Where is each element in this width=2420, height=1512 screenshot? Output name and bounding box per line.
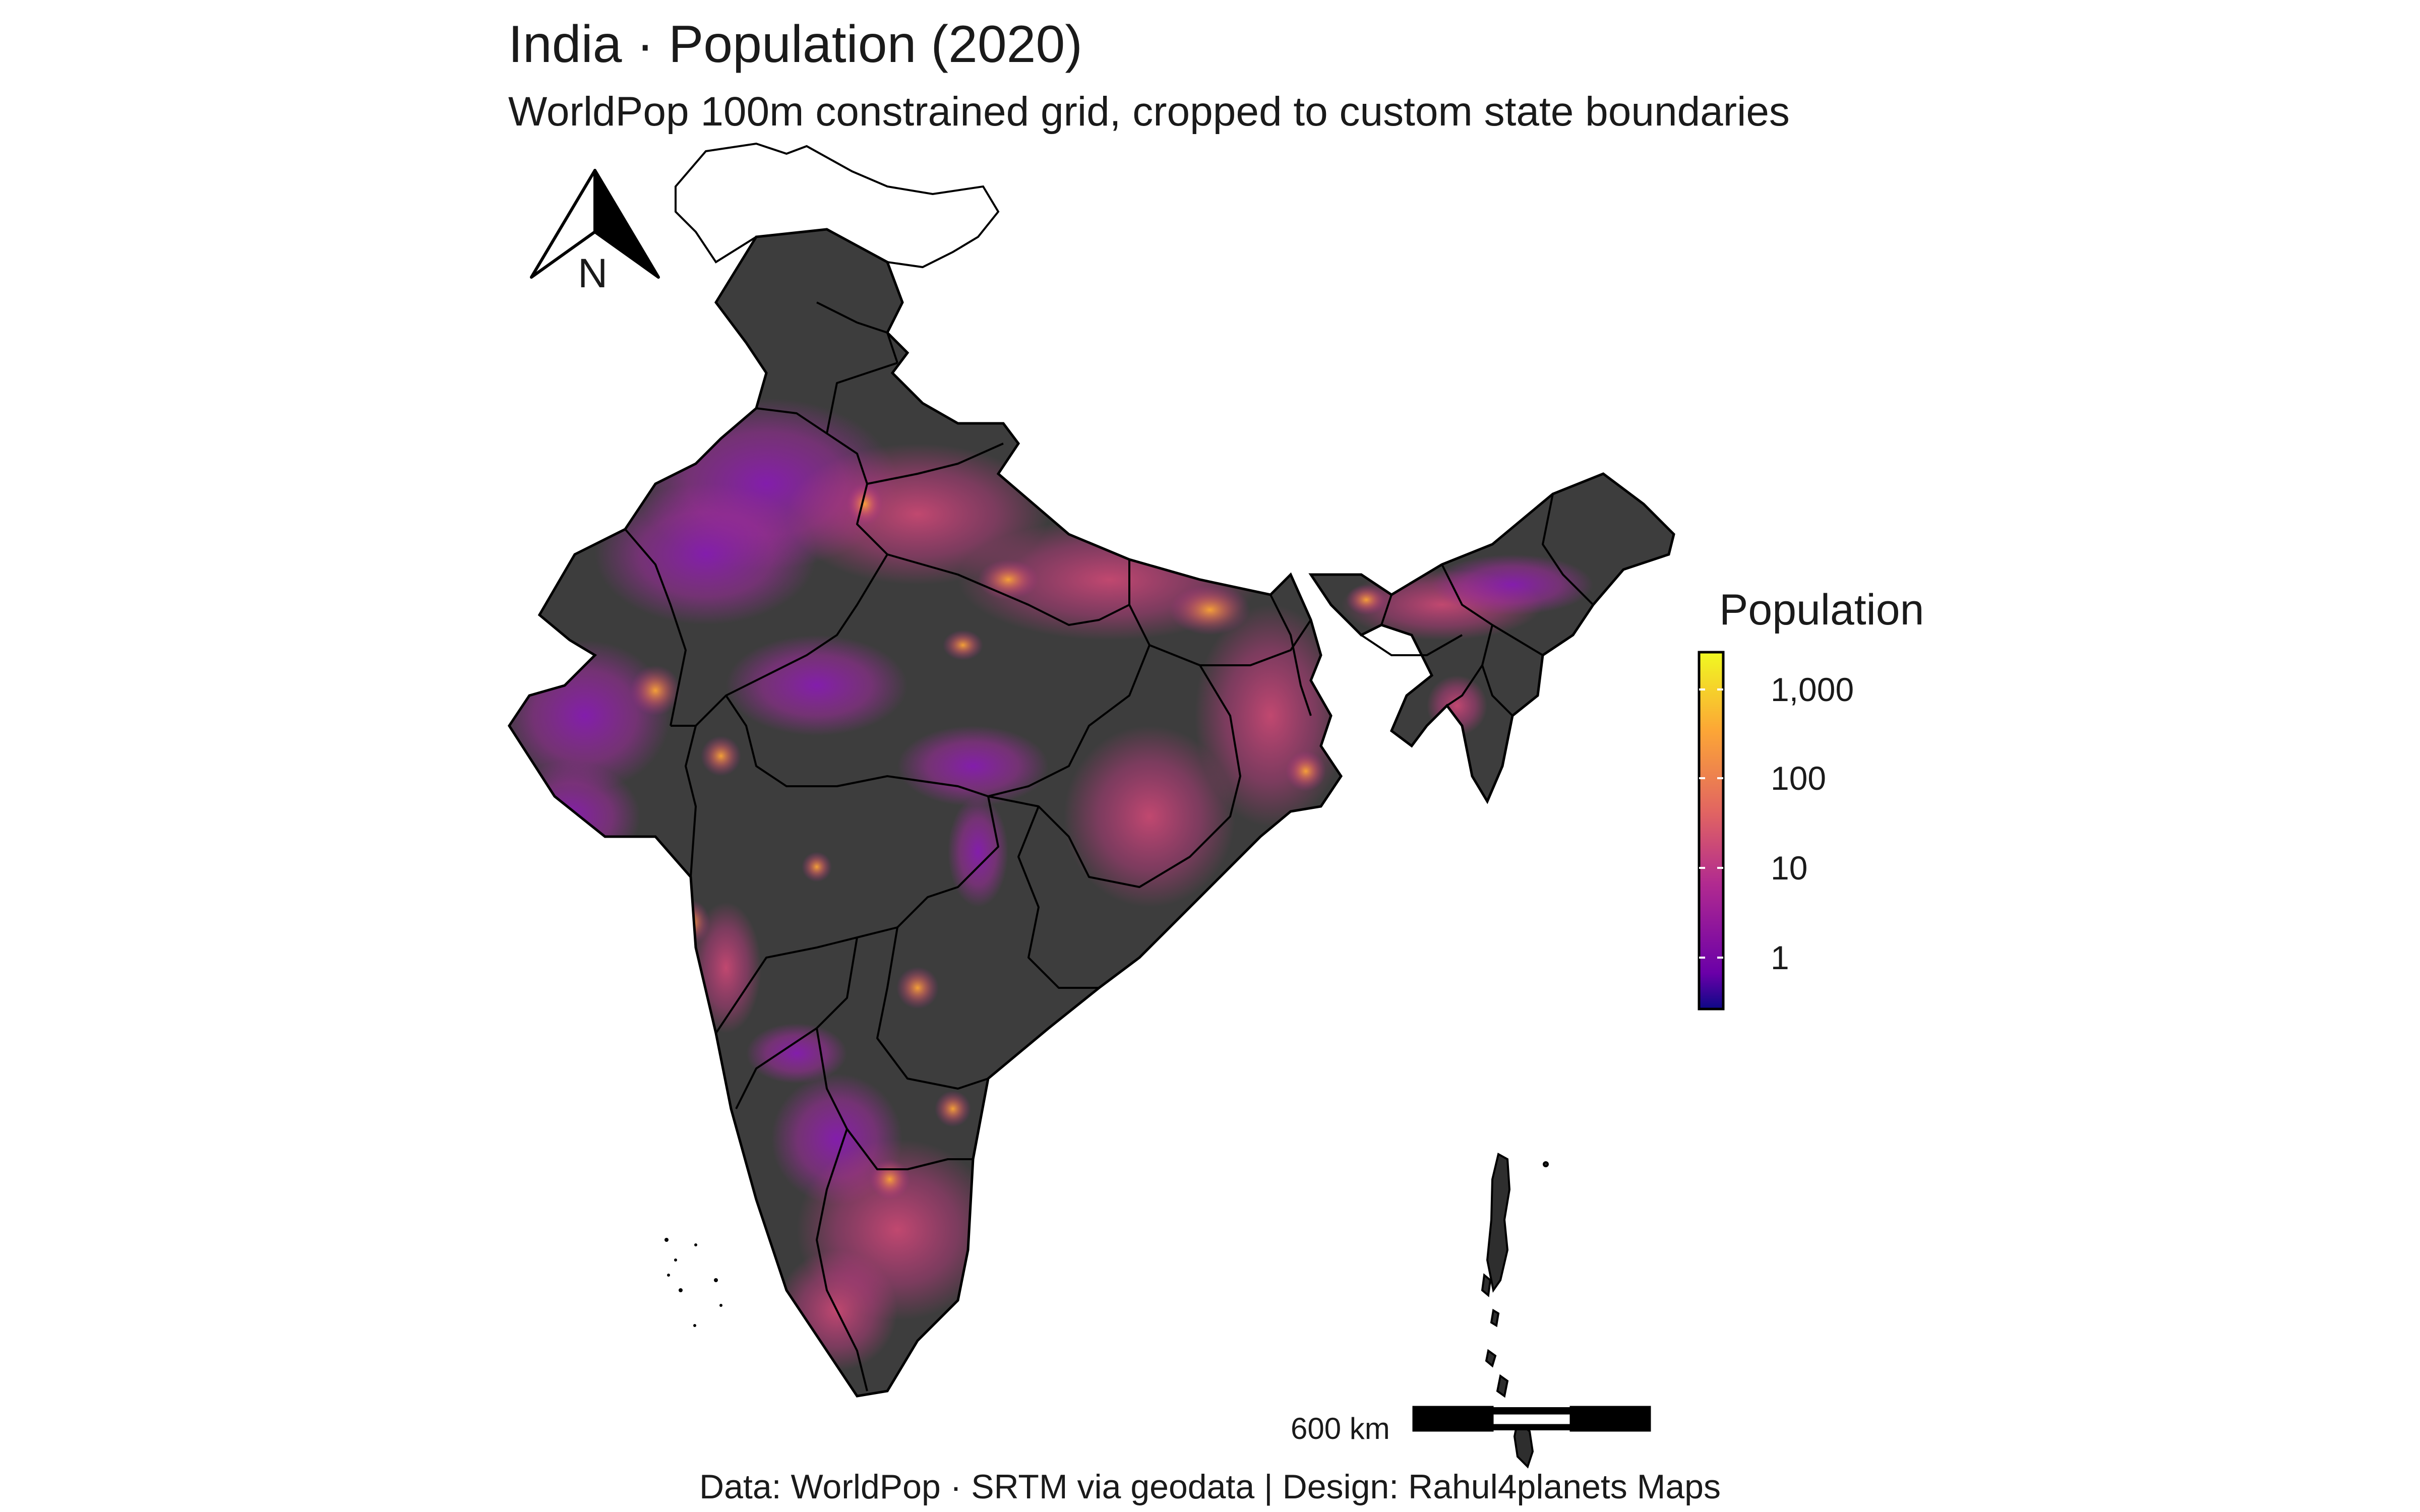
andaman-nicobar-islands <box>1481 1152 1549 1469</box>
scalebar <box>1412 1406 1651 1432</box>
map-subtitle: WorldPop 100m constrained grid, cropped … <box>508 89 1790 135</box>
state-boundaries <box>624 301 1594 1392</box>
legend-title: Population <box>1719 586 1924 634</box>
legend-label-1: 1 <box>1771 939 1789 976</box>
scalebar-label: 600 km <box>1291 1412 1390 1445</box>
lakshadweep-islands <box>664 1238 722 1327</box>
map-title: India · Population (2020) <box>508 15 1082 74</box>
legend-colorbar <box>1698 651 1725 1011</box>
legend-label-10: 10 <box>1771 849 1808 887</box>
north-arrow-label: N <box>578 250 608 296</box>
map-caption: Data: WorldPop · SRTM via geodata | Desi… <box>699 1468 1721 1506</box>
legend-label-1000: 1,000 <box>1771 671 1854 708</box>
legend-label-100: 100 <box>1771 760 1827 797</box>
north-arrow-icon <box>530 169 660 279</box>
